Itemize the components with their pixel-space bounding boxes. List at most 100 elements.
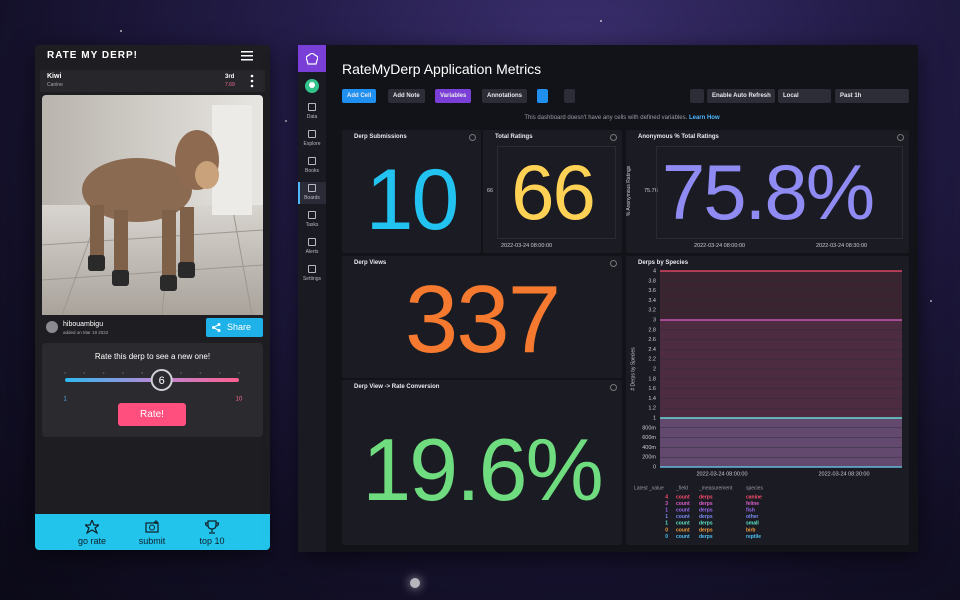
star: [410, 578, 420, 588]
x-tick-label: 2022-03-24 08:30:00: [816, 243, 868, 249]
nav-label: go rate: [77, 536, 107, 546]
nav-icon-box: [308, 265, 316, 273]
stat-cell: Total Ratings 66 66 2022-03-24 08:00:00: [483, 130, 622, 253]
x-tick-label: 2022-03-24 08:30:00: [818, 471, 869, 477]
toolbar-dropdown[interactable]: Local: [778, 89, 831, 103]
toolbar: Add Cell Add Note Variables Annotations Enab…: [298, 45, 918, 115]
cell-title: Anonymous % Total Ratings: [638, 134, 719, 140]
nav-item[interactable]: go rate: [53, 514, 131, 550]
dashboard-app: Data Explore Books Boards Tasks Alerts Setting…: [298, 45, 918, 552]
cell-title: Total Ratings: [495, 134, 533, 140]
nav-icon-box: [308, 184, 316, 192]
y-tick-label: 3.2: [648, 308, 656, 314]
x-tick-label: 2022-03-24 08:00:00: [501, 243, 553, 249]
slider-thumb: [150, 369, 173, 391]
nav-icon: [85, 520, 99, 534]
sidebar-item[interactable]: Alerts: [305, 249, 319, 255]
series-area: [660, 418, 902, 467]
legend-measurement: derps: [699, 514, 713, 520]
toolbar-dropdown[interactable]: Enable Auto Refresh: [707, 89, 775, 103]
sidebar-item[interactable]: Boards: [304, 195, 320, 201]
stat-cell: Derp Submissions 10: [342, 130, 481, 253]
logo[interactable]: [298, 45, 326, 72]
rating-slider[interactable]: 1 10 6: [42, 365, 263, 405]
legend-species: canine: [746, 494, 762, 500]
slider-min: 1: [63, 397, 67, 403]
legend-measurement: derps: [699, 494, 713, 500]
slider-dot: [180, 372, 182, 374]
nav-label: submit: [138, 536, 166, 546]
y-tick-label: 4: [653, 268, 656, 274]
legend-species: small: [746, 521, 759, 527]
dashboard-title: RateMyDerp Application Metrics: [342, 61, 542, 77]
nav-icon-box: [308, 103, 316, 111]
slider-max: 10: [236, 397, 243, 403]
nav-item[interactable]: submit: [113, 514, 191, 550]
toolbar-button[interactable]: Add Note: [388, 89, 425, 103]
legend-measurement: derps: [699, 534, 713, 540]
nav-icon: [145, 520, 159, 533]
y-tick-label: 400m: [642, 445, 656, 451]
rate-prompt: Rate this derp to see a new one!: [94, 352, 211, 361]
legend-field: count: [676, 514, 690, 520]
refresh-button[interactable]: [690, 89, 704, 103]
toolbar-button[interactable]: Variables: [435, 89, 472, 103]
y-tick-label: 2: [653, 366, 656, 372]
rate-box: Rate this derp to see a new one! 1 10 6 Ra…: [42, 343, 263, 437]
slider-value: 6: [159, 375, 165, 387]
toggle-button[interactable]: [564, 89, 575, 103]
toolbar-button[interactable]: Annotations: [482, 89, 527, 103]
legend-field: count: [676, 494, 690, 500]
star: [600, 20, 602, 22]
sidebar-item[interactable]: Data: [306, 114, 318, 120]
stat-value: 19.6%: [362, 420, 604, 519]
logo-icon: [306, 53, 318, 65]
sidebar: Data Explore Books Boards Tasks Alerts Setting…: [298, 45, 326, 552]
menu-button[interactable]: [241, 51, 253, 61]
toggle-button[interactable]: [537, 89, 548, 103]
notice-link[interactable]: Learn How: [688, 115, 720, 121]
nav-icon-box: [308, 238, 316, 246]
legend-field: count: [676, 501, 690, 507]
slider-dot: [83, 372, 86, 374]
sidebar-item[interactable]: Tasks: [305, 222, 319, 228]
y-tick-label: 2.6: [648, 337, 656, 343]
sidebar-item[interactable]: Books: [305, 168, 319, 174]
y-tick-label: 3.8: [648, 278, 656, 284]
legend-value: 1: [665, 508, 668, 514]
slider-dot: [141, 372, 144, 374]
toolbar-dropdown[interactable]: Past 1h: [835, 89, 909, 103]
sidebar-item[interactable]: Explore: [303, 141, 321, 147]
cell-title: Derp View -> Rate Conversion: [354, 384, 440, 390]
slider-dot: [102, 372, 105, 374]
nav-icon-box: [308, 130, 316, 138]
more-button[interactable]: [249, 74, 255, 88]
user-icon[interactable]: [305, 79, 319, 93]
nav-icon-box: [308, 157, 316, 165]
x-tick-label: 2022-03-24 08:00:00: [696, 471, 747, 477]
pet-rank: 3rd: [225, 74, 235, 80]
phone-app: RATE MY DERP! Kiwi Canine 3rd 7.69: [35, 45, 270, 550]
star: [930, 300, 932, 302]
toolbar-button[interactable]: Add Cell: [342, 89, 377, 103]
y-tick-label: 1.2: [648, 406, 656, 412]
pet-type: Canine: [47, 82, 63, 88]
slider-dot: [238, 372, 240, 374]
slider-dot: [64, 372, 66, 374]
legend-measurement: derps: [699, 527, 713, 533]
y-tick-label: 3: [653, 317, 656, 323]
y-tick-label: 2.4: [648, 347, 656, 353]
star: [285, 120, 287, 122]
rate-button[interactable]: Rate!: [118, 403, 186, 426]
cell-menu: [610, 134, 617, 141]
legend-species: feline: [746, 501, 759, 507]
y-tick-label: 3.4: [648, 298, 656, 304]
sidebar-item[interactable]: Settings: [302, 276, 322, 282]
cell-title: Derp Views: [354, 260, 387, 266]
legend-field: count: [676, 508, 690, 514]
bottom-nav: go rate submit top 10: [35, 514, 270, 550]
legend-species: birb: [746, 527, 755, 533]
nav-item[interactable]: top 10: [173, 514, 251, 550]
share-button[interactable]: Share: [206, 318, 263, 337]
